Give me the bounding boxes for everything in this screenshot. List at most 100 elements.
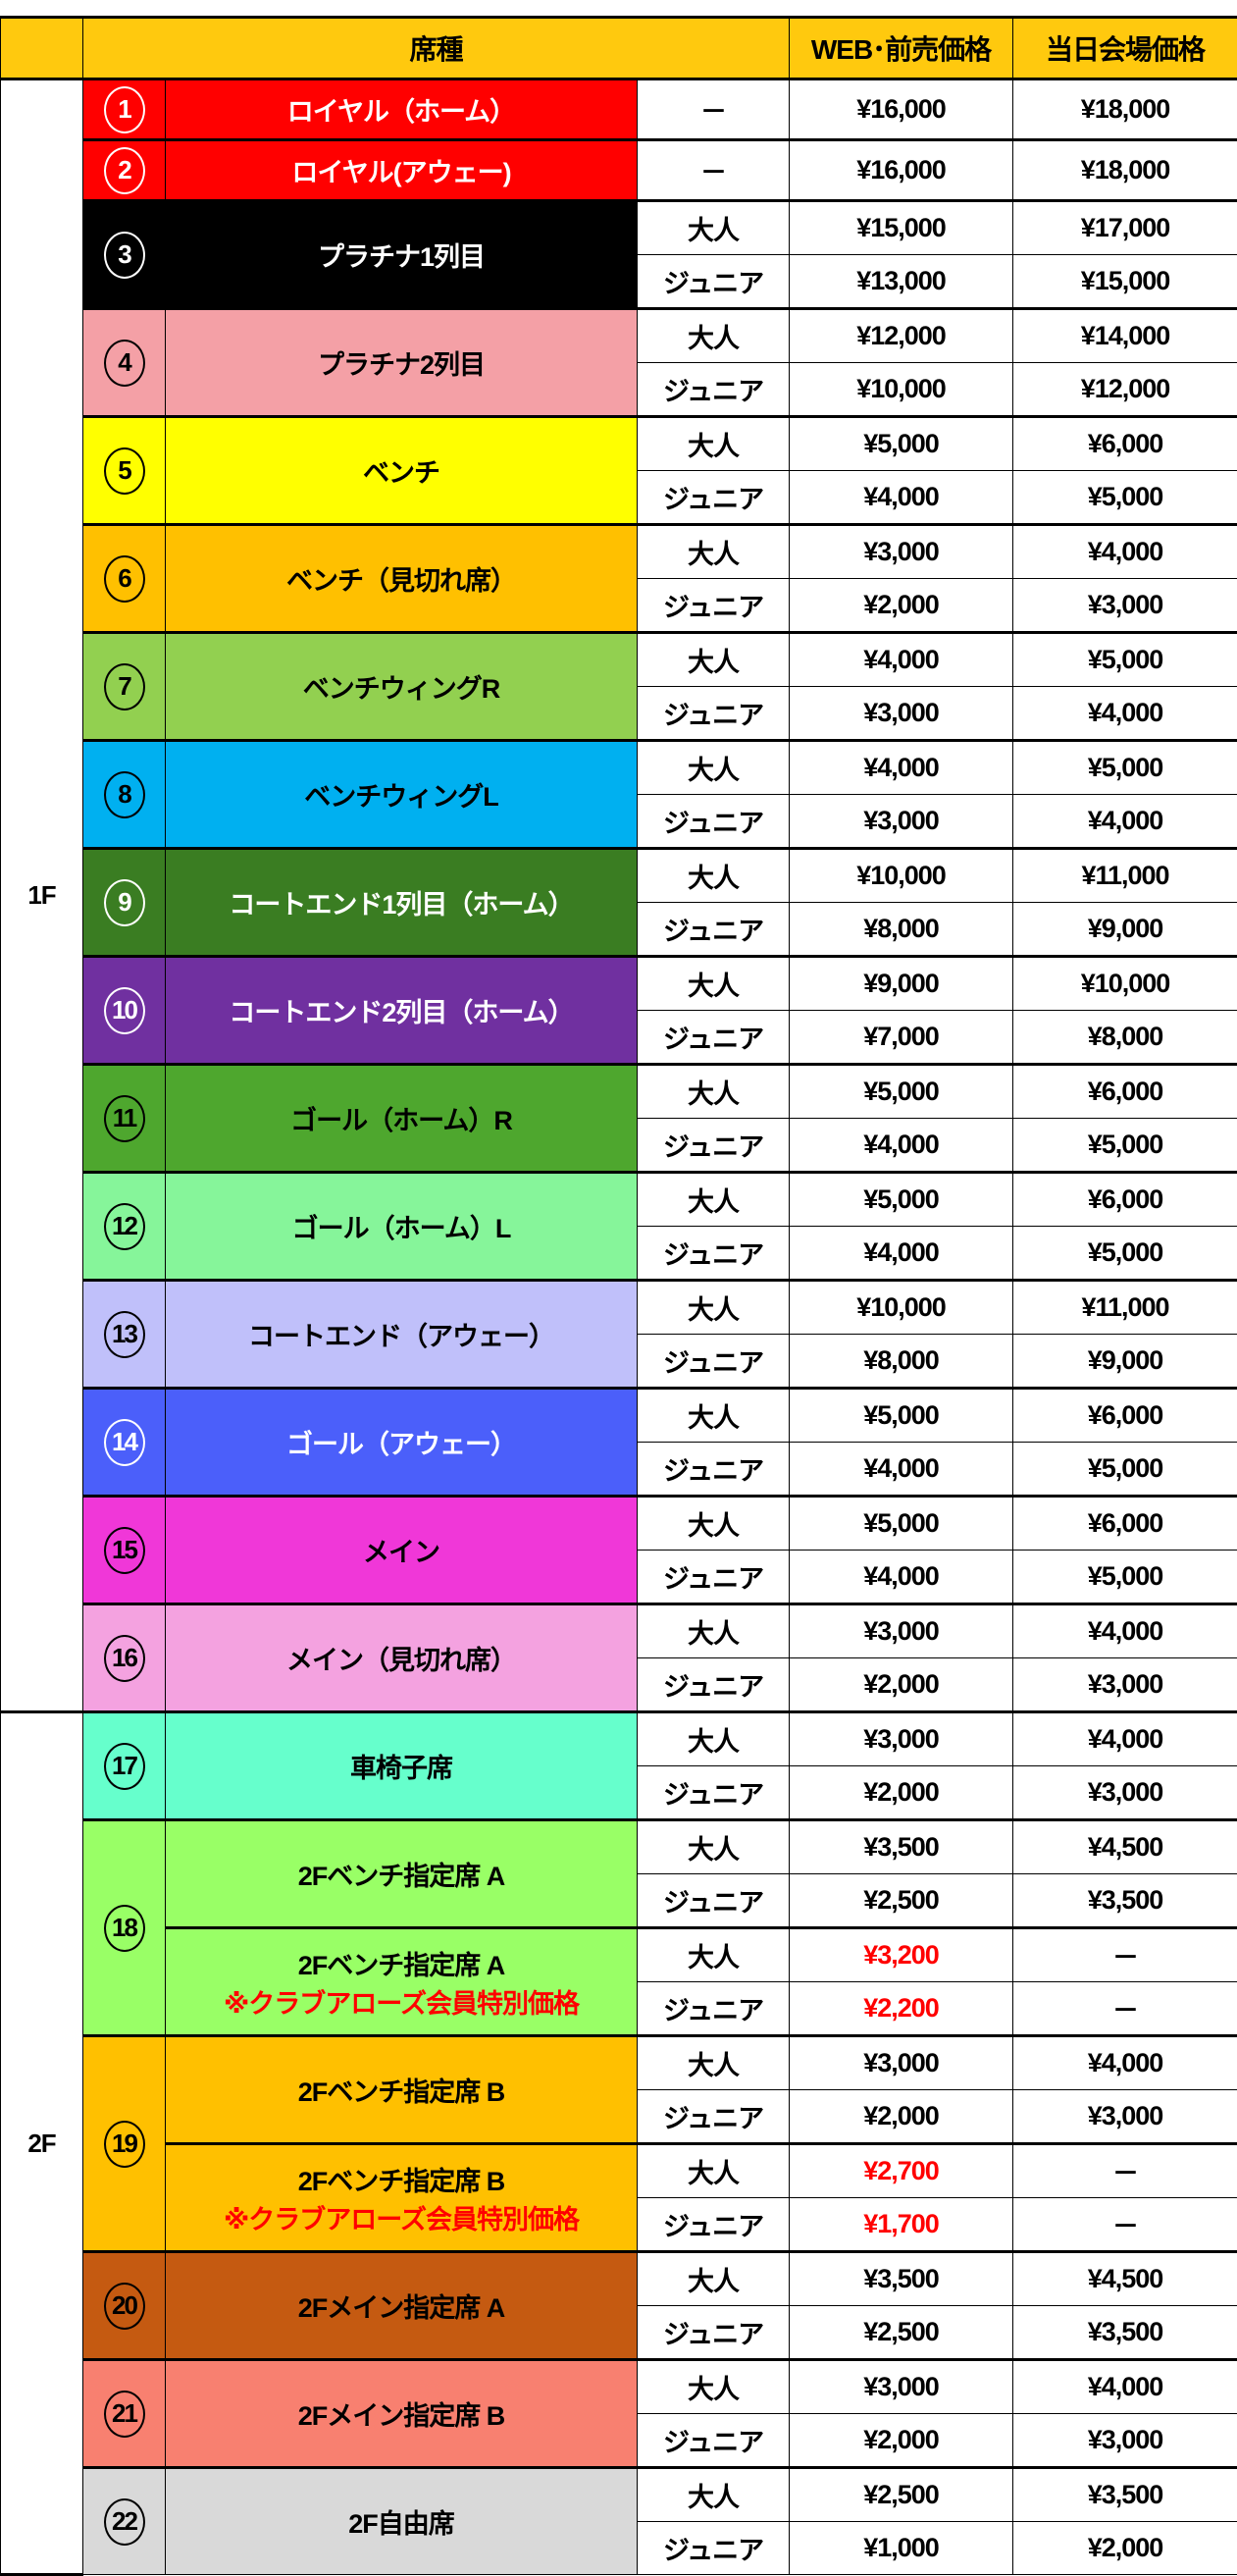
floor-label: 2F bbox=[1, 1712, 83, 2575]
web-price: ¥9,000 bbox=[790, 957, 1013, 1011]
seat-number-cell: 5 bbox=[83, 417, 166, 525]
ticket-type: 大人 bbox=[638, 1389, 790, 1443]
web-price: ¥2,500 bbox=[790, 1874, 1013, 1928]
web-price: ¥12,000 bbox=[790, 309, 1013, 363]
seat-number-badge: 10 bbox=[104, 987, 145, 1034]
web-price: ¥2,700 bbox=[790, 2144, 1013, 2198]
seat-name: 2Fベンチ指定席 A bbox=[298, 1862, 505, 1891]
day-price: ¥18,000 bbox=[1013, 140, 1237, 201]
web-price: ¥3,000 bbox=[790, 2360, 1013, 2414]
day-price: ¥4,500 bbox=[1013, 2252, 1237, 2306]
ticket-type: 大人 bbox=[638, 741, 790, 795]
seat-number-badge: 21 bbox=[104, 2391, 145, 2438]
seat-number-badge: 2 bbox=[104, 147, 145, 194]
day-price: ¥3,500 bbox=[1013, 2468, 1237, 2522]
member-price-note: ※クラブアローズ会員特別価格 bbox=[166, 1982, 637, 2021]
ticket-type: 大人 bbox=[638, 1928, 790, 1982]
web-price: ¥10,000 bbox=[790, 849, 1013, 903]
day-price: ¥6,000 bbox=[1013, 1389, 1237, 1443]
web-price: ¥4,000 bbox=[790, 1443, 1013, 1497]
day-price: ¥4,000 bbox=[1013, 525, 1237, 579]
seat-name-cell: メイン（見切れ席） bbox=[166, 1604, 638, 1712]
web-price: ¥3,000 bbox=[790, 1712, 1013, 1766]
seat-name-cell: メイン bbox=[166, 1497, 638, 1604]
ticket-type: ジュニア bbox=[638, 903, 790, 957]
ticket-type: ジュニア bbox=[638, 579, 790, 633]
web-price: ¥1,700 bbox=[790, 2198, 1013, 2252]
ticket-type: ジュニア bbox=[638, 2414, 790, 2468]
seat-number-cell: 3 bbox=[83, 201, 166, 309]
member-price-note: ※クラブアローズ会員特別価格 bbox=[166, 2198, 637, 2236]
floor-label: 1F bbox=[1, 79, 83, 1712]
seat-number-badge: 1 bbox=[104, 86, 145, 133]
seat-name-cell: 2Fメイン指定席 B bbox=[166, 2360, 638, 2468]
web-price: ¥3,000 bbox=[790, 795, 1013, 849]
day-price: ¥4,000 bbox=[1013, 687, 1237, 741]
seat-number-badge: 22 bbox=[104, 2498, 145, 2546]
seat-number-badge: 4 bbox=[104, 340, 145, 387]
table-row: 2Fベンチ指定席 A※クラブアローズ会員特別価格大人¥3,200－ bbox=[1, 1928, 1237, 1982]
seat-number-badge: 16 bbox=[104, 1635, 145, 1682]
header-floor bbox=[1, 18, 83, 79]
ticket-type: ジュニア bbox=[638, 1011, 790, 1065]
seat-name-cell: コートエンド2列目（ホーム） bbox=[166, 957, 638, 1065]
day-price: ¥4,000 bbox=[1013, 1712, 1237, 1766]
web-price: ¥5,000 bbox=[790, 1065, 1013, 1119]
web-price: ¥5,000 bbox=[790, 417, 1013, 471]
ticket-type: 大人 bbox=[638, 2468, 790, 2522]
seat-name-cell: ロイヤル(アウェー) bbox=[166, 140, 638, 201]
seat-number-cell: 13 bbox=[83, 1281, 166, 1389]
day-price: ¥12,000 bbox=[1013, 363, 1237, 417]
ticket-type: ジュニア bbox=[638, 1658, 790, 1712]
seat-name-cell: ゴール（ホーム）R bbox=[166, 1065, 638, 1173]
seat-number-badge: 12 bbox=[104, 1203, 145, 1250]
ticket-type: ジュニア bbox=[638, 363, 790, 417]
header-row: 席種 WEB･前売価格 当日会場価格 bbox=[1, 18, 1237, 79]
day-price: ¥3,000 bbox=[1013, 2414, 1237, 2468]
seat-name: ベンチウィングR bbox=[303, 674, 500, 704]
seat-number-cell: 7 bbox=[83, 633, 166, 741]
day-price: ¥4,000 bbox=[1013, 795, 1237, 849]
seat-name-cell: プラチナ1列目 bbox=[166, 201, 638, 309]
day-price: ¥9,000 bbox=[1013, 903, 1237, 957]
web-price: ¥1,000 bbox=[790, 2522, 1013, 2575]
day-price: ¥11,000 bbox=[1013, 849, 1237, 903]
seat-name: 車椅子席 bbox=[350, 1754, 452, 1783]
seat-name: 2Fベンチ指定席 B bbox=[298, 2167, 505, 2196]
seat-name: ベンチ bbox=[363, 458, 439, 488]
ticket-type: 大人 bbox=[638, 2252, 790, 2306]
seat-name: ゴール（ホーム）R bbox=[290, 1106, 512, 1135]
ticket-type: 大人 bbox=[638, 525, 790, 579]
day-price: ¥3,000 bbox=[1013, 2090, 1237, 2144]
seat-number-cell: 21 bbox=[83, 2360, 166, 2468]
ticket-type: ジュニア bbox=[638, 1227, 790, 1281]
seat-number-badge: 13 bbox=[104, 1311, 145, 1358]
ticket-type: ジュニア bbox=[638, 1443, 790, 1497]
seat-number-badge: 8 bbox=[104, 771, 145, 818]
seat-name-cell: 2F自由席 bbox=[166, 2468, 638, 2575]
header-web-price: WEB･前売価格 bbox=[790, 18, 1013, 79]
seat-name: 2Fメイン指定席 B bbox=[298, 2401, 505, 2431]
ticket-type: ジュニア bbox=[638, 2306, 790, 2360]
ticket-type: － bbox=[638, 140, 790, 201]
seat-number-cell: 1 bbox=[83, 79, 166, 140]
ticket-type: 大人 bbox=[638, 849, 790, 903]
ticket-type: 大人 bbox=[638, 417, 790, 471]
web-price: ¥8,000 bbox=[790, 903, 1013, 957]
day-price: ¥6,000 bbox=[1013, 1497, 1237, 1551]
seat-name: プラチナ2列目 bbox=[318, 350, 485, 380]
web-price: ¥4,000 bbox=[790, 1119, 1013, 1173]
seat-number-cell: 22 bbox=[83, 2468, 166, 2575]
day-price: ¥5,000 bbox=[1013, 1443, 1237, 1497]
web-price: ¥10,000 bbox=[790, 1281, 1013, 1335]
seat-name: コートエンド1列目（ホーム） bbox=[229, 890, 573, 920]
seat-number-cell: 20 bbox=[83, 2252, 166, 2360]
